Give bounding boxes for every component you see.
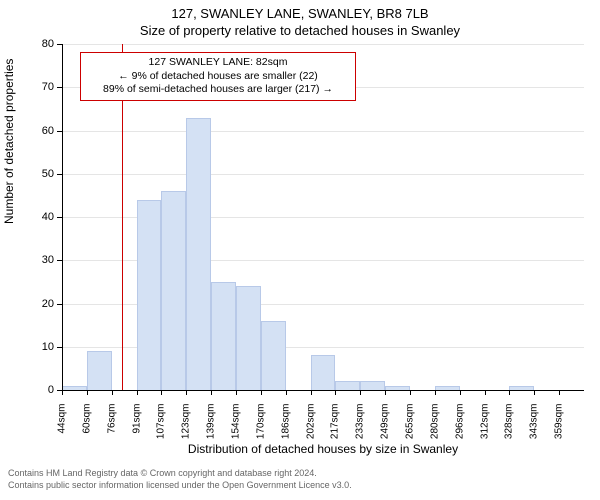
x-tick-label: 123sqm: [181, 404, 192, 444]
x-tick-label: 170sqm: [255, 404, 266, 444]
x-axis-label: Distribution of detached houses by size …: [62, 442, 584, 456]
x-tick-label: 107sqm: [156, 404, 167, 444]
gridline: [62, 131, 584, 132]
x-tick-label: 76sqm: [106, 404, 117, 444]
annotation-box: 127 SWANLEY LANE: 82sqm ← 9% of detached…: [80, 52, 356, 101]
footer-line-2: Contains public sector information licen…: [8, 480, 352, 490]
y-tick-label: 30: [42, 254, 54, 266]
x-tick-label: 280sqm: [429, 404, 440, 444]
histogram-bar: [261, 321, 286, 390]
chart-title-subtitle: Size of property relative to detached ho…: [0, 23, 600, 38]
x-tick-label: 328sqm: [504, 404, 515, 444]
x-tick-label: 249sqm: [380, 404, 391, 444]
x-tick-label: 296sqm: [454, 404, 465, 444]
x-tick-label: 186sqm: [280, 404, 291, 444]
x-tick-label: 60sqm: [81, 404, 92, 444]
x-tick-label: 154sqm: [231, 404, 242, 444]
x-tick-label: 343sqm: [529, 404, 540, 444]
y-tick-label: 70: [42, 81, 54, 93]
histogram-bar: [137, 200, 162, 390]
gridline: [62, 44, 584, 45]
y-tick-label: 10: [42, 341, 54, 353]
y-axis-label: Number of detached properties: [2, 206, 16, 224]
histogram-bar: [87, 351, 112, 390]
footer-line-1: Contains HM Land Registry data © Crown c…: [8, 468, 317, 478]
histogram-bar: [335, 381, 360, 390]
x-tick-label: 217sqm: [330, 404, 341, 444]
y-tick-label: 50: [42, 168, 54, 180]
y-tick-label: 60: [42, 125, 54, 137]
x-tick-label: 139sqm: [206, 404, 217, 444]
histogram-bar: [211, 282, 236, 390]
chart-title-address: 127, SWANLEY LANE, SWANLEY, BR8 7LB: [0, 6, 600, 21]
y-tick-label: 20: [42, 298, 54, 310]
y-tick-label: 0: [48, 384, 54, 396]
x-axis-line: [62, 390, 584, 391]
annotation-line-3: 89% of semi-detached houses are larger (…: [87, 83, 349, 97]
x-tick-label: 91sqm: [131, 404, 142, 444]
x-tick-label: 312sqm: [479, 404, 490, 444]
y-axis-line: [62, 44, 63, 390]
x-tick-label: 44sqm: [57, 404, 68, 444]
histogram-bar: [186, 118, 211, 390]
x-tick-label: 233sqm: [355, 404, 366, 444]
gridline: [62, 174, 584, 175]
histogram-bar: [311, 355, 336, 390]
histogram-bar: [236, 286, 261, 390]
y-tick-label: 40: [42, 211, 54, 223]
annotation-line-2: ← 9% of detached houses are smaller (22): [87, 70, 349, 84]
histogram-bar: [360, 381, 385, 390]
x-tick-label: 202sqm: [305, 404, 316, 444]
annotation-line-1: 127 SWANLEY LANE: 82sqm: [87, 56, 349, 70]
x-tick-label: 359sqm: [554, 404, 565, 444]
y-tick-label: 80: [42, 38, 54, 50]
x-tick-label: 265sqm: [405, 404, 416, 444]
histogram-bar: [161, 191, 186, 390]
